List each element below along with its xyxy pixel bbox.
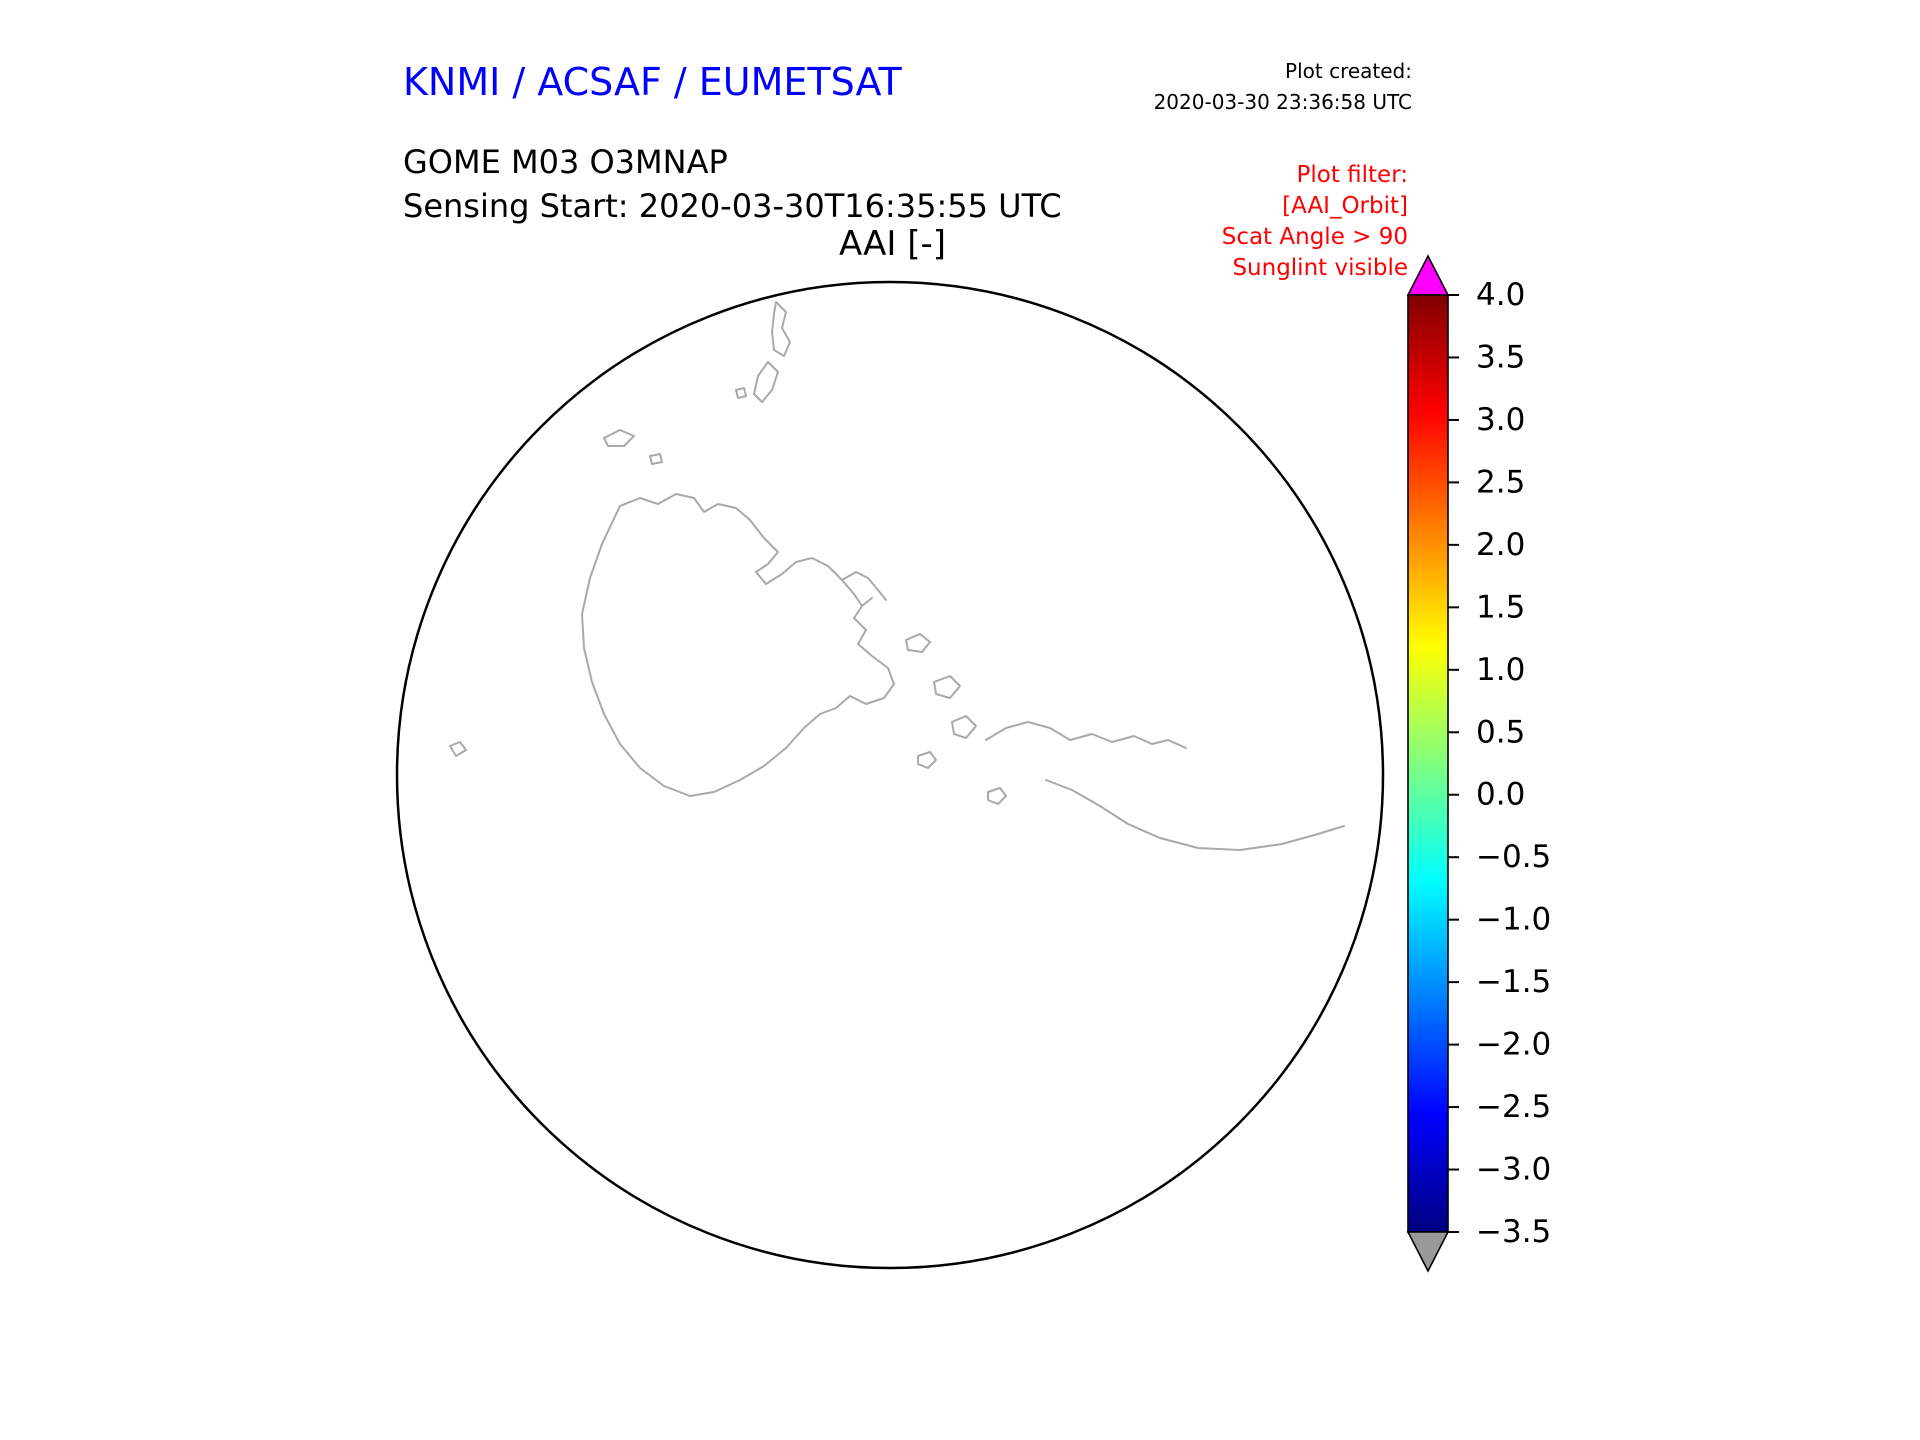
map-boundary-circle — [395, 280, 1385, 1270]
product-block: GOME M03 O3MNAP Sensing Start: 2020-03-3… — [403, 140, 1062, 228]
colorbar-under-arrow — [1406, 1231, 1450, 1273]
colorbar-tick-label: −0.5 — [1476, 839, 1551, 875]
island-coastline — [905, 633, 931, 653]
plot-filter-line: Plot filter: — [1296, 162, 1408, 188]
coastline-lower-right — [1045, 779, 1345, 851]
plot-created-value: 2020-03-30 23:36:58 UTC — [1153, 90, 1412, 114]
colorbar-tick-label: −3.5 — [1476, 1214, 1551, 1250]
colorbar-tick-label: 3.5 — [1476, 339, 1525, 375]
coastline-right — [985, 721, 1187, 749]
plot-filter-line: [AAI_Orbit] — [1282, 193, 1408, 220]
plot-title: AAI [-] — [838, 224, 947, 264]
island-coastline-topleft — [649, 453, 663, 465]
map-disc — [397, 282, 1383, 1268]
plot-filter-block: Plot filter: [AAI_Orbit] Scat Angle > 90… — [1130, 160, 1408, 284]
colorbar-tick-label: −2.5 — [1476, 1089, 1551, 1125]
island-coastline — [933, 675, 961, 699]
colorbar-tick-label: 2.0 — [1476, 527, 1525, 563]
island-coastline-top — [735, 387, 747, 399]
product-title: GOME M03 O3MNAP — [403, 143, 728, 181]
colorbar-tick-label: 4.0 — [1476, 277, 1525, 313]
antarctic-peninsula-coastline — [841, 571, 887, 607]
plot-filter-line: Scat Angle > 90 — [1221, 224, 1408, 251]
colorbar-tick-label: 0.0 — [1476, 777, 1525, 813]
plot-created-block: Plot created: 2020-03-30 23:36:58 UTC — [1050, 56, 1412, 118]
colorbar-ticks: 4.0 3.5 3.0 2.5 2.0 1.5 1.0 0.5 0.0 −0.5 −1.0 −1.5 −… — [1448, 277, 1551, 1250]
colorbar-gradient-bar — [1407, 294, 1449, 1233]
island-coastline — [951, 715, 977, 739]
colorbar-tick-label: −2.0 — [1476, 1027, 1551, 1063]
antarctica-coastline — [581, 493, 895, 797]
plot-filter-line: Sunglint visible — [1232, 255, 1408, 282]
agency-title: KNMI / ACSAF / EUMETSAT — [403, 60, 902, 104]
plot-created-label: Plot created: — [1285, 59, 1412, 83]
island-coastline-top — [771, 301, 791, 357]
colorbar-tick-label: −1.5 — [1476, 964, 1551, 1000]
sensing-start: Sensing Start: 2020-03-30T16:35:55 UTC — [403, 187, 1062, 226]
colorbar-tick-label: −1.0 — [1476, 902, 1551, 938]
colorbar-tick-label: 1.5 — [1476, 589, 1525, 625]
island-coastline — [987, 787, 1007, 805]
colorbar-tick-label: 1.0 — [1476, 652, 1525, 688]
island-coastline — [917, 751, 937, 769]
island-coastline-left — [449, 741, 467, 757]
island-coastline-topleft — [603, 429, 635, 447]
colorbar-tick-label: 2.5 — [1476, 464, 1525, 500]
colorbar-tick-label: 0.5 — [1476, 714, 1525, 750]
colorbar-tick-label: 3.0 — [1476, 402, 1525, 438]
island-coastline-top — [753, 361, 779, 403]
coastlines-group — [449, 301, 1345, 851]
colorbar: 4.0 3.5 3.0 2.5 2.0 1.5 1.0 0.5 0.0 −0.5 −1.0 −1.5 −… — [1406, 254, 1551, 1273]
colorbar-tick-label: −3.0 — [1476, 1152, 1551, 1188]
colorbar-over-arrow — [1406, 254, 1450, 296]
